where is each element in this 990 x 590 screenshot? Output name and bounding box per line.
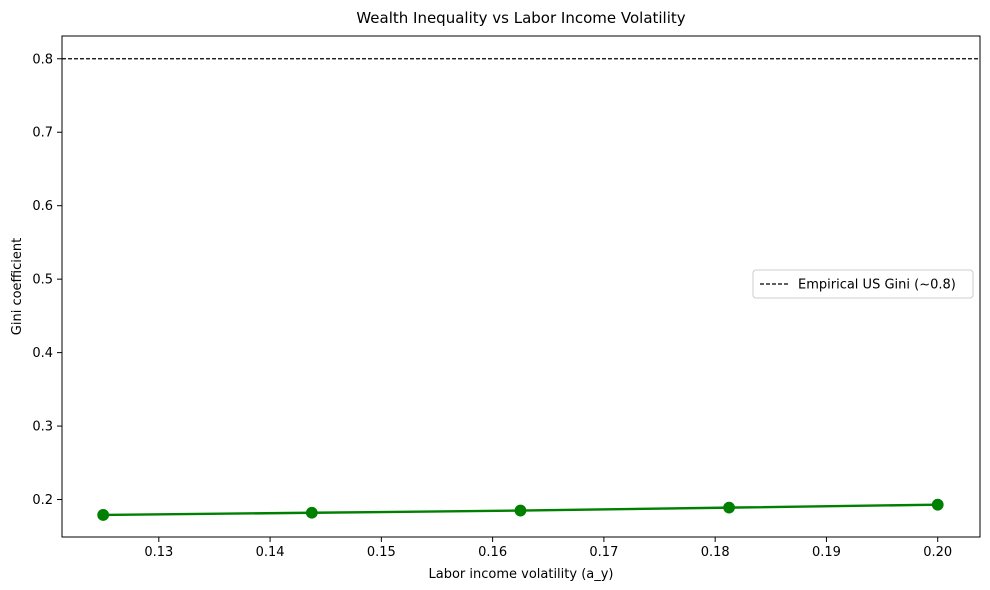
y-tick-label: 0.6	[32, 199, 53, 214]
y-tick-label: 0.8	[32, 52, 53, 67]
x-axis-label: Labor income volatility (a_y)	[428, 567, 613, 582]
x-tick-label: 0.16	[478, 545, 507, 560]
data-point	[305, 506, 318, 519]
y-tick-label: 0.4	[32, 346, 53, 361]
y-tick-label: 0.3	[32, 420, 53, 435]
data-point	[97, 509, 110, 521]
x-tick-label: 0.14	[256, 545, 285, 560]
x-tick-label: 0.18	[701, 545, 730, 560]
x-tick-label: 0.15	[367, 545, 396, 560]
chart-title: Wealth Inequality vs Labor Income Volati…	[356, 9, 685, 27]
x-tick-label: 0.20	[923, 545, 952, 560]
y-tick-label: 0.2	[32, 493, 53, 508]
data-point	[931, 498, 944, 511]
x-tick-label: 0.13	[144, 545, 173, 560]
x-tick-label: 0.17	[589, 545, 618, 560]
axes-frame	[61, 35, 981, 538]
y-axis-label: Gini coefficient	[10, 238, 25, 335]
plot-area: 0.13 0.14 0.15 0.16 0.17 0.18 0.19 0.20 0.2 0.3 0.…	[32, 35, 981, 560]
x-tick-label: 0.19	[812, 545, 841, 560]
data-point	[723, 501, 735, 514]
y-tick-label: 0.5	[32, 273, 53, 288]
legend: Empirical US Gini (~0.8)	[752, 269, 974, 299]
legend-box	[752, 269, 974, 299]
y-tick-label: 0.7	[32, 126, 53, 141]
data-point	[514, 504, 527, 517]
legend-label: Empirical US Gini (~0.8)	[798, 278, 956, 293]
